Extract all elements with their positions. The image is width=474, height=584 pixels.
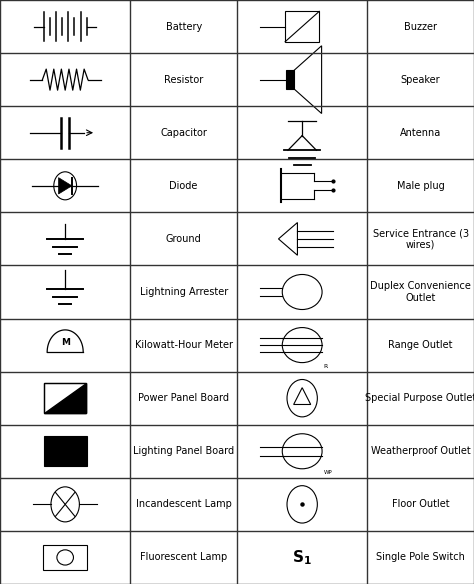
Text: R: R xyxy=(323,364,328,369)
Text: Resistor: Resistor xyxy=(164,75,203,85)
Text: Lighting Panel Board: Lighting Panel Board xyxy=(133,446,234,456)
Bar xyxy=(45,383,86,413)
Text: Antenna: Antenna xyxy=(400,128,441,138)
Ellipse shape xyxy=(282,274,322,310)
Ellipse shape xyxy=(282,434,322,469)
Text: Incandescent Lamp: Incandescent Lamp xyxy=(136,499,232,509)
Bar xyxy=(285,11,319,41)
Text: Buzzer: Buzzer xyxy=(404,22,437,32)
Text: Floor Outlet: Floor Outlet xyxy=(392,499,449,509)
Bar xyxy=(45,383,86,413)
Text: Kilowatt-Hour Meter: Kilowatt-Hour Meter xyxy=(135,340,233,350)
Circle shape xyxy=(287,486,317,523)
Text: Service Entrance (3
wires): Service Entrance (3 wires) xyxy=(373,228,469,250)
Text: Single Pole Switch: Single Pole Switch xyxy=(376,552,465,562)
Bar xyxy=(44,436,86,467)
Polygon shape xyxy=(278,223,298,255)
Text: WP: WP xyxy=(323,470,332,475)
Text: Fluorescent Lamp: Fluorescent Lamp xyxy=(140,552,228,562)
Bar xyxy=(44,545,87,570)
Text: Capacitor: Capacitor xyxy=(160,128,207,138)
Text: Lightning Arrester: Lightning Arrester xyxy=(139,287,228,297)
Text: Duplex Convenience
Outlet: Duplex Convenience Outlet xyxy=(370,281,471,303)
Text: Special Purpose Outlet: Special Purpose Outlet xyxy=(365,393,474,403)
Polygon shape xyxy=(59,178,72,194)
Ellipse shape xyxy=(282,328,322,363)
Text: Diode: Diode xyxy=(170,181,198,191)
Polygon shape xyxy=(47,330,83,352)
Text: Range Outlet: Range Outlet xyxy=(388,340,453,350)
Text: Male plug: Male plug xyxy=(397,181,445,191)
Text: M: M xyxy=(61,338,70,347)
Text: Battery: Battery xyxy=(165,22,202,32)
Circle shape xyxy=(51,487,80,522)
Text: Weatherproof Outlet: Weatherproof Outlet xyxy=(371,446,471,456)
Text: Speaker: Speaker xyxy=(401,75,440,85)
Circle shape xyxy=(54,172,77,200)
Text: $\mathbf{S_1}$: $\mathbf{S_1}$ xyxy=(292,548,312,567)
Ellipse shape xyxy=(57,550,73,565)
Text: Ground: Ground xyxy=(166,234,201,244)
Bar xyxy=(285,70,294,89)
Text: Power Panel Board: Power Panel Board xyxy=(138,393,229,403)
Circle shape xyxy=(287,380,317,417)
Polygon shape xyxy=(45,383,86,413)
